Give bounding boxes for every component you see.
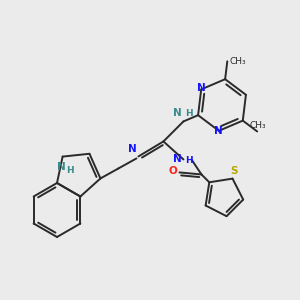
Text: CH₃: CH₃ <box>229 57 246 66</box>
Text: N: N <box>128 144 136 154</box>
Text: H: H <box>185 156 193 165</box>
Text: N: N <box>173 108 182 118</box>
Text: O: O <box>169 167 177 176</box>
Text: N: N <box>57 162 66 172</box>
Text: S: S <box>230 166 237 176</box>
Text: N: N <box>173 154 182 164</box>
Text: N: N <box>214 126 223 136</box>
Text: H: H <box>67 166 74 175</box>
Text: H: H <box>185 110 193 118</box>
Text: CH₃: CH₃ <box>250 122 266 130</box>
Text: N: N <box>197 83 206 93</box>
